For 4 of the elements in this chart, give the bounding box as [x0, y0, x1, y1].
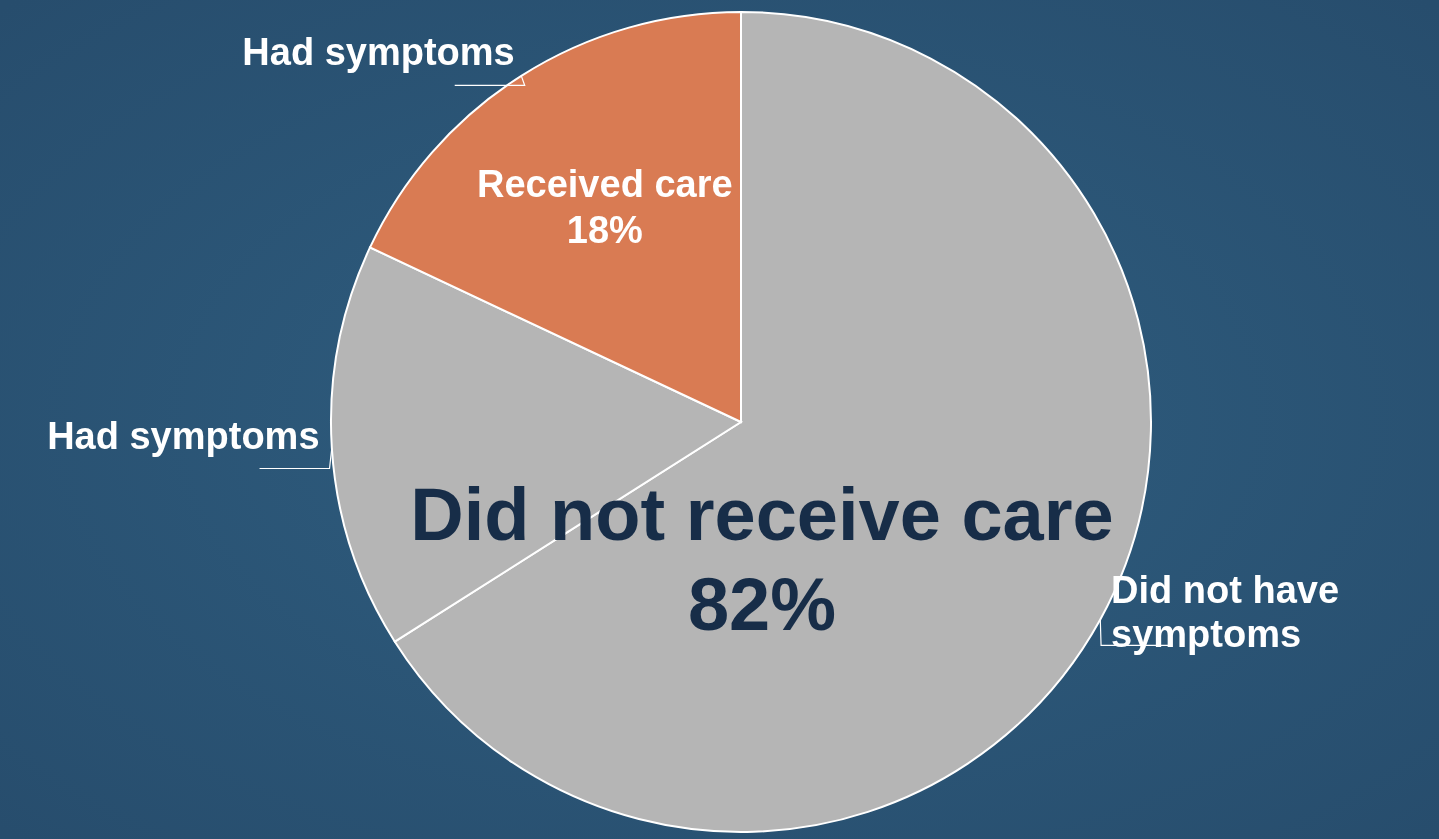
slice-label: Had symptoms — [242, 31, 515, 74]
slice-label: Did not have symptoms — [1111, 569, 1340, 656]
slice-label: Had symptoms — [47, 414, 320, 457]
data-label: Received care 18% — [476, 163, 733, 252]
